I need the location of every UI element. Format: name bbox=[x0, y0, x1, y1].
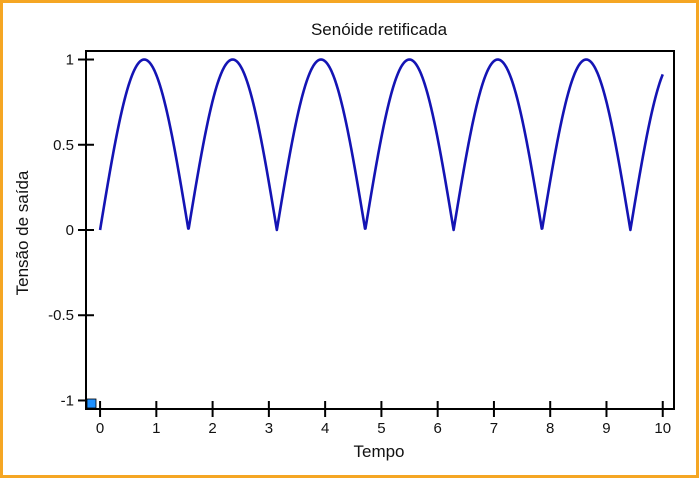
x-tick-label: 9 bbox=[602, 420, 610, 437]
series-line bbox=[98, 58, 664, 232]
x-tick-label: 10 bbox=[654, 420, 671, 437]
y-tick-label: 1 bbox=[66, 52, 74, 69]
x-tick-label: 0 bbox=[96, 420, 104, 437]
x-tick-label: 6 bbox=[434, 420, 442, 437]
y-tick-label: 0.5 bbox=[53, 137, 74, 154]
x-tick-label: 7 bbox=[490, 420, 498, 437]
x-tick-label: 2 bbox=[208, 420, 216, 437]
x-axis-ticks: 0 1 2 3 4 5 6 7 8 9 10 bbox=[96, 401, 671, 437]
x-tick-label: 4 bbox=[321, 420, 329, 437]
x-tick-label: 5 bbox=[377, 420, 385, 437]
x-tick-label: 1 bbox=[152, 420, 160, 437]
x-tick-label: 8 bbox=[546, 420, 554, 437]
chart: Senóide retificada 1 0.5 0 -0.5 -1 0 1 2 3 4 5 6 7 8… bbox=[13, 20, 675, 461]
chart-title: Senóide retificada bbox=[311, 20, 448, 39]
x-axis-label: Tempo bbox=[353, 442, 404, 461]
y-tick-label: 0 bbox=[66, 222, 74, 239]
y-axis-label: Tensão de saída bbox=[13, 170, 32, 295]
y-tick-label: -0.5 bbox=[48, 307, 74, 324]
plot-area bbox=[85, 50, 675, 410]
corner-marker bbox=[86, 398, 97, 409]
y-tick-label: -1 bbox=[61, 392, 74, 409]
y-axis-ticks: 1 0.5 0 -0.5 -1 bbox=[48, 52, 94, 409]
x-tick-label: 3 bbox=[265, 420, 273, 437]
